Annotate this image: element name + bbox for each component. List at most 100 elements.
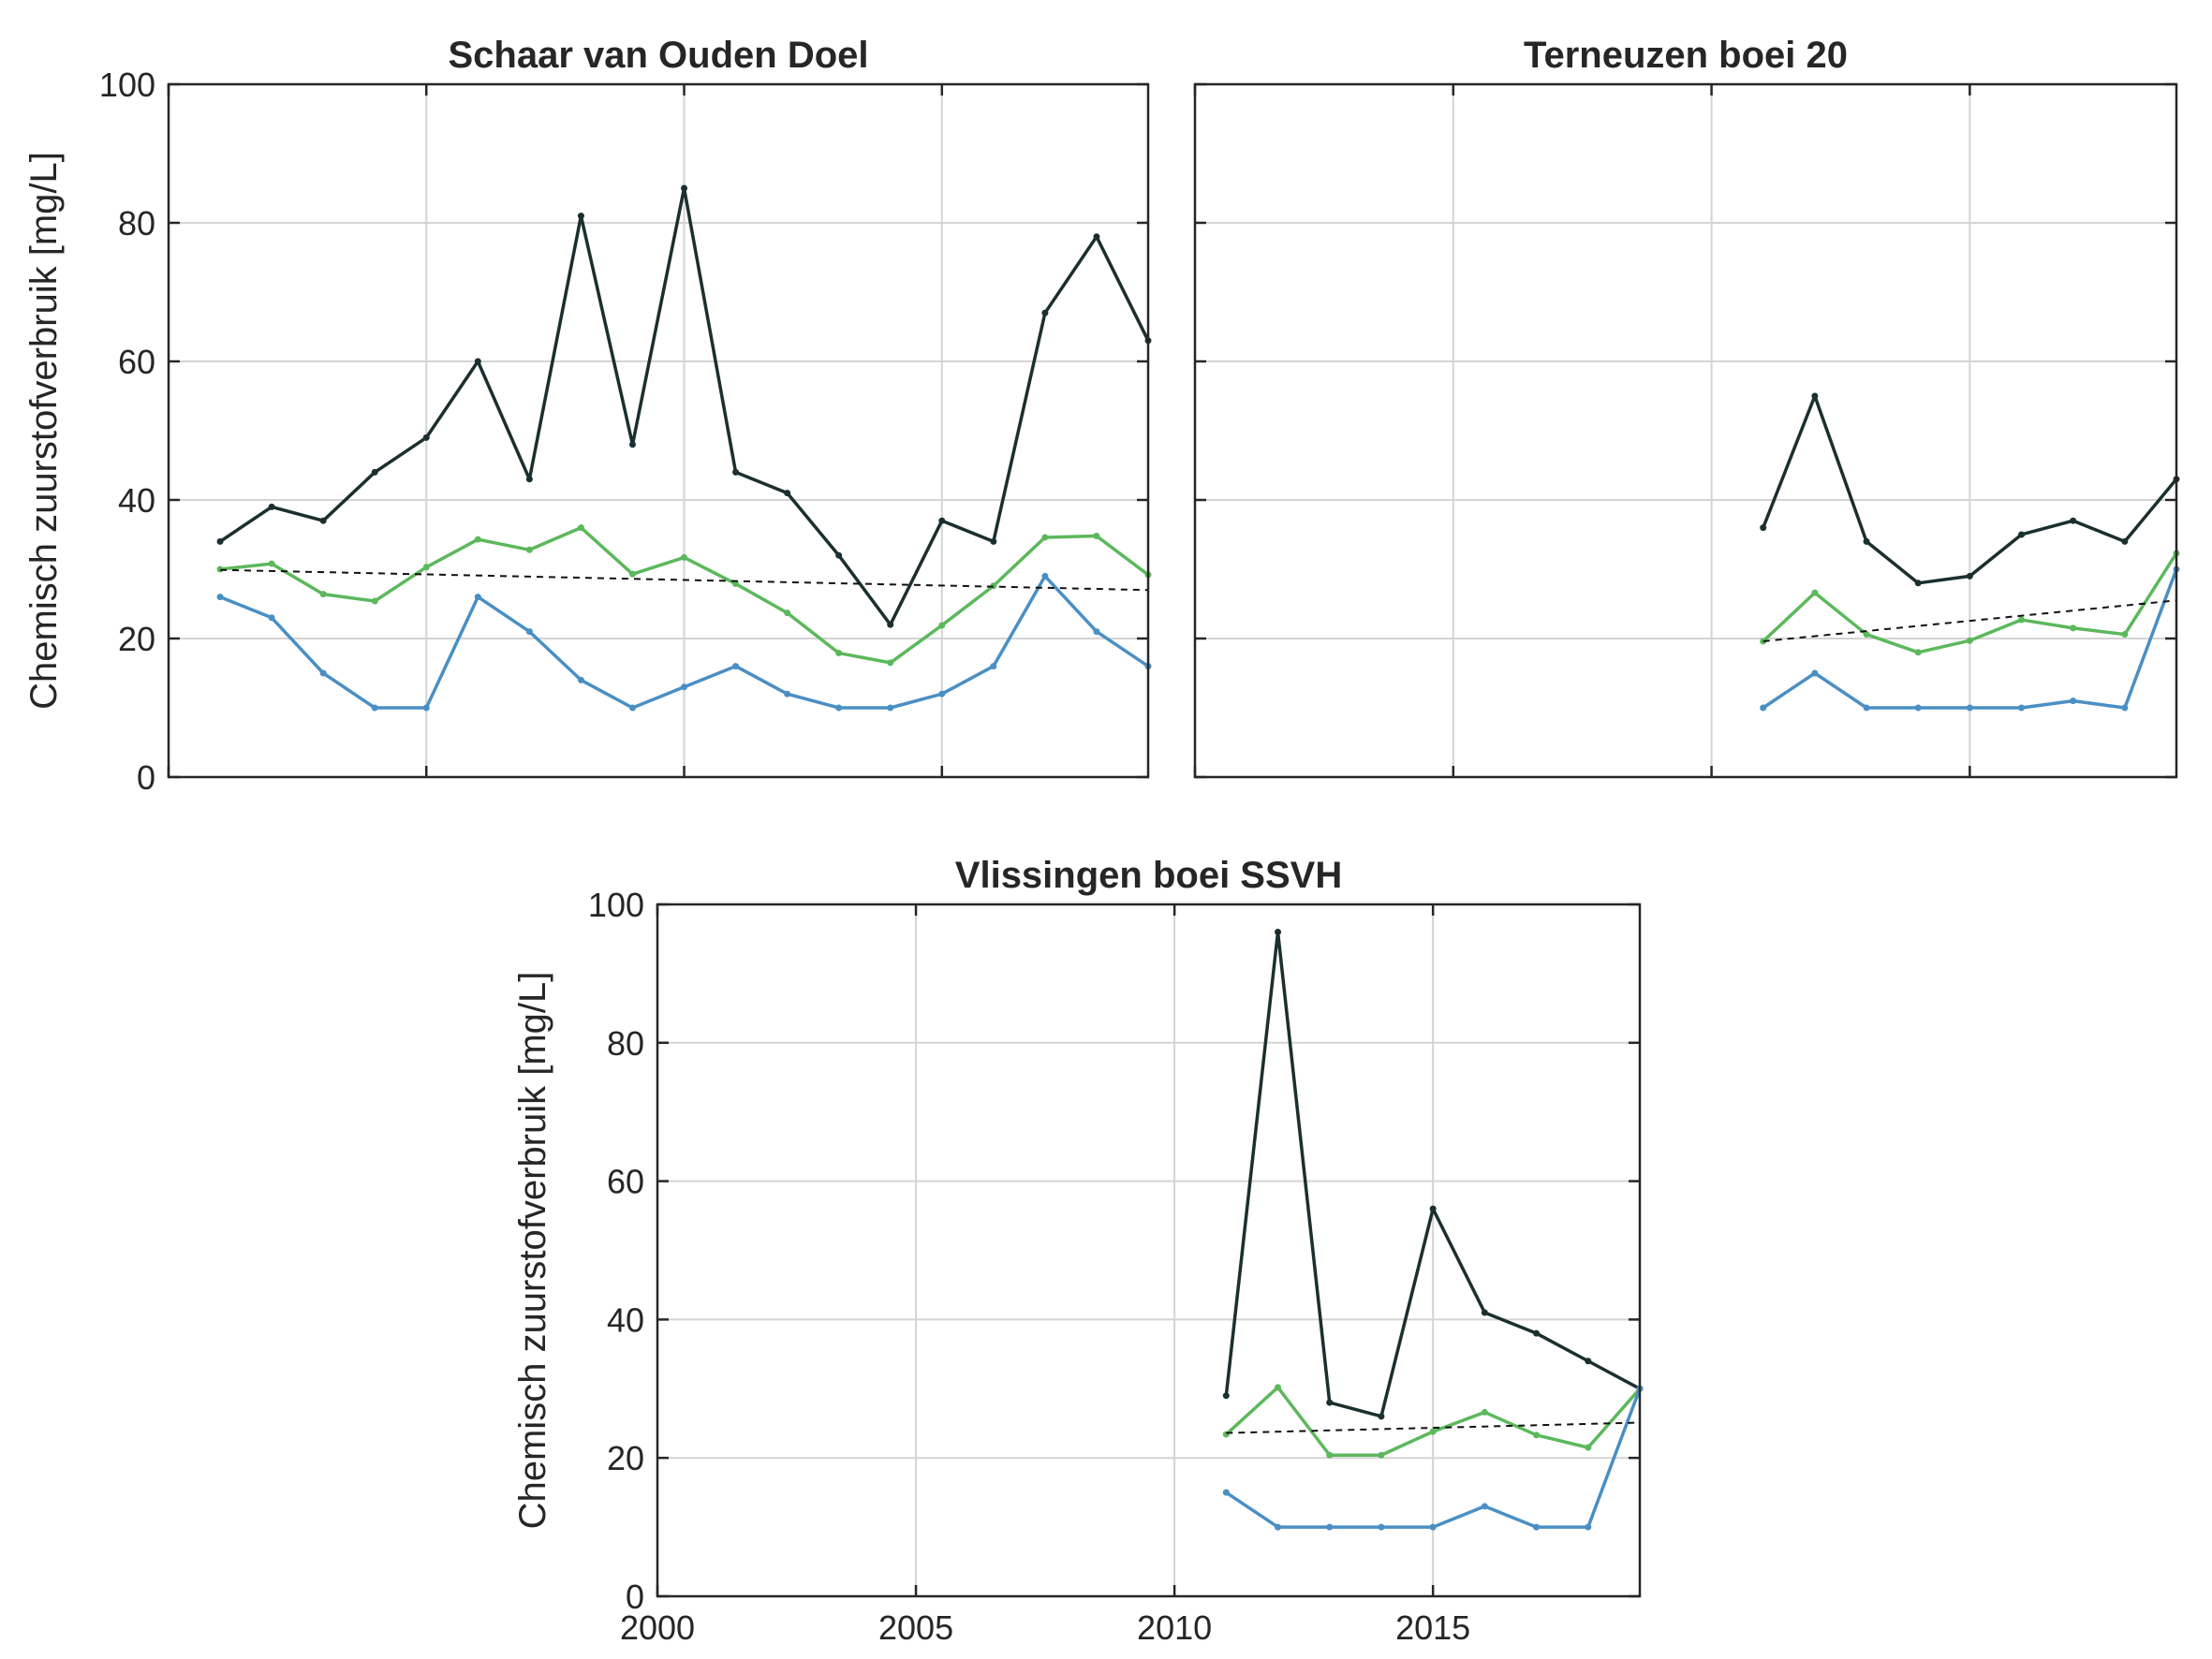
data-point-mean bbox=[681, 553, 688, 561]
data-point-max bbox=[1093, 233, 1100, 241]
data-point-max bbox=[1914, 580, 1922, 587]
x-tick-label: 2000 bbox=[620, 1608, 695, 1647]
y-tick-label: 40 bbox=[118, 481, 155, 520]
y-axis-label: Chemisch zuurstofverbruik [mg/L] bbox=[23, 152, 65, 710]
series-line-trend bbox=[1762, 599, 2177, 642]
y-tick-label: 60 bbox=[118, 343, 155, 381]
data-point-max bbox=[732, 468, 740, 476]
y-tick-label: 100 bbox=[99, 66, 155, 104]
y-tick-label: 40 bbox=[607, 1300, 644, 1339]
panel-terneuzen-boei-20: Terneuzen boei 20 bbox=[1193, 35, 2180, 779]
data-point-max bbox=[1222, 1392, 1230, 1400]
data-point-min bbox=[1093, 628, 1100, 636]
axes-box bbox=[656, 903, 1642, 1598]
data-point-min bbox=[990, 663, 997, 670]
axes-box bbox=[167, 82, 1150, 779]
data-point-mean bbox=[835, 650, 843, 657]
data-point-max bbox=[1966, 572, 1973, 580]
data-point-mean bbox=[2070, 624, 2077, 632]
data-point-min bbox=[2121, 704, 2129, 712]
data-point-mean bbox=[525, 546, 533, 553]
data-point-min bbox=[1760, 704, 1767, 712]
data-point-min bbox=[525, 628, 533, 636]
data-point-min bbox=[2070, 697, 2077, 705]
data-point-min bbox=[319, 669, 327, 677]
plot-area bbox=[656, 903, 1644, 1598]
data-point-max bbox=[1481, 1309, 1488, 1316]
data-point-mean bbox=[268, 560, 275, 567]
data-point-max bbox=[2121, 537, 2129, 545]
data-point-min bbox=[1222, 1489, 1230, 1496]
data-point-min bbox=[1275, 1523, 1282, 1531]
data-point-max bbox=[525, 476, 533, 483]
series-line-trend bbox=[1226, 1421, 1641, 1434]
data-point-min bbox=[1585, 1523, 1592, 1531]
panel-title: Schaar van Ouden Doel bbox=[448, 35, 868, 76]
data-point-max bbox=[681, 184, 688, 192]
data-point-min bbox=[1533, 1523, 1541, 1531]
data-point-max bbox=[422, 433, 430, 441]
data-point-mean bbox=[1378, 1451, 1385, 1459]
data-point-max bbox=[784, 490, 791, 497]
data-point-mean bbox=[2018, 616, 2026, 624]
data-point-max bbox=[1041, 309, 1049, 316]
data-point-mean bbox=[1863, 631, 1870, 639]
data-point-max bbox=[1811, 392, 1819, 400]
data-point-min bbox=[938, 690, 946, 697]
data-point-mean bbox=[422, 564, 430, 571]
data-point-min bbox=[1481, 1503, 1488, 1510]
data-point-min bbox=[577, 676, 584, 683]
data-point-min bbox=[1914, 704, 1922, 712]
data-point-max bbox=[887, 621, 894, 628]
panel-title: Vlissingen boei SSVH bbox=[955, 855, 1342, 896]
data-point-mean bbox=[2121, 631, 2129, 639]
data-point-max bbox=[268, 503, 275, 510]
data-point-max bbox=[628, 441, 636, 448]
axes-box bbox=[1193, 82, 2178, 779]
data-point-max bbox=[990, 537, 997, 545]
data-point-max bbox=[1326, 1399, 1334, 1406]
data-point-max bbox=[1760, 524, 1767, 532]
data-point-max bbox=[2070, 517, 2077, 524]
series-line-trend bbox=[220, 568, 1149, 592]
data-point-mean bbox=[1041, 534, 1049, 541]
data-point-max bbox=[938, 517, 946, 524]
y-tick-label: 80 bbox=[118, 204, 155, 242]
panel-schaar-van-ouden-doel: Schaar van Ouden Doel Chemisch zuurstofv… bbox=[23, 35, 1152, 797]
data-point-max bbox=[577, 213, 584, 220]
y-tick-label: 20 bbox=[607, 1439, 644, 1477]
data-point-mean bbox=[1533, 1431, 1541, 1439]
data-point-mean bbox=[887, 659, 894, 667]
data-point-mean bbox=[784, 609, 791, 617]
y-axis-label: Chemisch zuurstofverbruik [mg/L] bbox=[512, 972, 553, 1530]
data-point-min bbox=[2018, 704, 2026, 712]
panel-title: Terneuzen boei 20 bbox=[1524, 35, 1848, 76]
data-point-min bbox=[1429, 1523, 1437, 1531]
data-point-mean bbox=[1326, 1451, 1334, 1459]
data-point-max bbox=[1533, 1329, 1541, 1337]
data-point-min bbox=[835, 704, 843, 712]
data-point-min bbox=[422, 704, 430, 712]
data-point-mean bbox=[1914, 649, 1922, 656]
data-point-mean bbox=[1481, 1408, 1488, 1416]
data-point-mean bbox=[1093, 532, 1100, 539]
y-tick-label: 100 bbox=[588, 886, 644, 924]
data-point-min bbox=[1326, 1523, 1334, 1531]
data-point-mean bbox=[474, 536, 481, 543]
data-point-max bbox=[319, 517, 327, 524]
data-point-max bbox=[1863, 537, 1870, 545]
x-tick-label: 2015 bbox=[1395, 1608, 1470, 1647]
data-point-min bbox=[887, 704, 894, 712]
data-point-min bbox=[628, 704, 636, 712]
y-tick-label: 60 bbox=[607, 1163, 644, 1201]
data-point-max bbox=[1378, 1413, 1385, 1420]
data-point-min bbox=[681, 683, 688, 691]
data-point-min bbox=[216, 594, 224, 601]
y-tick-label: 0 bbox=[626, 1578, 644, 1616]
data-point-min bbox=[1966, 704, 1973, 712]
y-tick-label: 20 bbox=[118, 620, 155, 658]
y-tick-label: 80 bbox=[607, 1024, 644, 1063]
data-point-max bbox=[216, 537, 224, 545]
data-point-max bbox=[371, 468, 378, 476]
data-point-min bbox=[1811, 669, 1819, 677]
